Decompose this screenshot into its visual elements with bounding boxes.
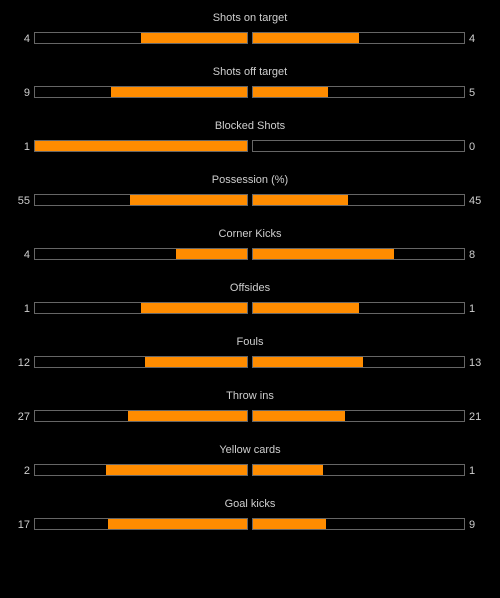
away-value: 5 xyxy=(469,87,476,99)
stat-row-blocked-shots: Blocked Shots 1 0 xyxy=(0,119,500,159)
home-value: 17 xyxy=(17,519,30,531)
away-value: 13 xyxy=(469,357,482,369)
home-bar xyxy=(34,86,248,98)
home-bar-fill xyxy=(141,33,247,43)
stat-label: Goal kicks xyxy=(224,498,276,510)
stat-label: Shots on target xyxy=(212,12,288,24)
away-bar-fill xyxy=(253,195,348,205)
stat-row-possession: Possession (%) 55 45 xyxy=(0,173,500,213)
home-bar-fill xyxy=(105,465,247,475)
away-bar-fill xyxy=(253,411,346,421)
away-value: 0 xyxy=(469,141,476,153)
away-bar xyxy=(252,302,465,314)
stat-row-goal-kicks: Goal kicks 17 9 xyxy=(0,497,500,537)
away-bar xyxy=(252,194,465,206)
home-bar xyxy=(34,464,248,476)
home-value: 27 xyxy=(17,411,30,423)
stat-label: Shots off target xyxy=(212,66,288,78)
stat-row-corner-kicks: Corner Kicks 4 8 xyxy=(0,227,500,267)
stat-label: Blocked Shots xyxy=(214,120,286,132)
home-value: 1 xyxy=(23,141,30,153)
stat-label: Corner Kicks xyxy=(218,228,282,240)
stat-label: Offsides xyxy=(229,282,271,294)
stat-label: Throw ins xyxy=(226,390,274,402)
home-bar-fill xyxy=(176,249,247,259)
stat-row-shots-off-target: Shots off target 9 5 xyxy=(0,65,500,105)
home-bar xyxy=(34,248,248,260)
away-value: 45 xyxy=(469,195,482,207)
away-bar-fill xyxy=(253,519,326,529)
away-bar-fill xyxy=(253,87,329,97)
away-bar xyxy=(252,464,465,476)
stat-label: Yellow cards xyxy=(219,444,281,456)
home-bar xyxy=(34,410,248,422)
away-bar-fill xyxy=(253,249,394,259)
home-value: 4 xyxy=(23,249,30,261)
away-bar xyxy=(252,140,465,152)
away-bar-fill xyxy=(253,33,359,43)
stat-row-yellow-cards: Yellow cards 2 1 xyxy=(0,443,500,483)
away-value: 1 xyxy=(469,303,476,315)
home-bar xyxy=(34,194,248,206)
away-bar xyxy=(252,86,465,98)
away-bar xyxy=(252,518,465,530)
stat-row-throw-ins: Throw ins 27 21 xyxy=(0,389,500,429)
away-value: 8 xyxy=(469,249,476,261)
home-bar-fill xyxy=(141,303,247,313)
away-bar xyxy=(252,32,465,44)
home-bar-fill xyxy=(35,141,247,151)
home-bar xyxy=(34,356,248,368)
away-value: 21 xyxy=(469,411,482,423)
away-value: 9 xyxy=(469,519,476,531)
home-bar xyxy=(34,140,248,152)
home-bar-fill xyxy=(110,87,247,97)
stat-label: Fouls xyxy=(236,336,264,348)
home-value: 1 xyxy=(23,303,30,315)
away-bar-fill xyxy=(253,357,363,367)
away-bar xyxy=(252,248,465,260)
away-bar xyxy=(252,410,465,422)
home-bar-fill xyxy=(145,357,247,367)
home-value: 2 xyxy=(23,465,30,477)
home-value: 4 xyxy=(23,33,30,45)
home-bar xyxy=(34,302,248,314)
home-value: 55 xyxy=(17,195,30,207)
home-bar xyxy=(34,32,248,44)
home-bar-fill xyxy=(130,195,247,205)
stat-row-fouls: Fouls 12 13 xyxy=(0,335,500,375)
home-value: 12 xyxy=(17,357,30,369)
home-value: 9 xyxy=(23,87,30,99)
away-bar xyxy=(252,356,465,368)
home-bar-fill xyxy=(127,411,247,421)
stat-row-shots-on-target: Shots on target 4 4 xyxy=(0,11,500,51)
stat-label: Possession (%) xyxy=(211,174,289,186)
away-value: 1 xyxy=(469,465,476,477)
away-bar-fill xyxy=(253,465,324,475)
away-bar-fill xyxy=(253,303,359,313)
stat-row-offsides: Offsides 1 1 xyxy=(0,281,500,321)
home-bar xyxy=(34,518,248,530)
away-value: 4 xyxy=(469,33,476,45)
home-bar-fill xyxy=(108,519,247,529)
